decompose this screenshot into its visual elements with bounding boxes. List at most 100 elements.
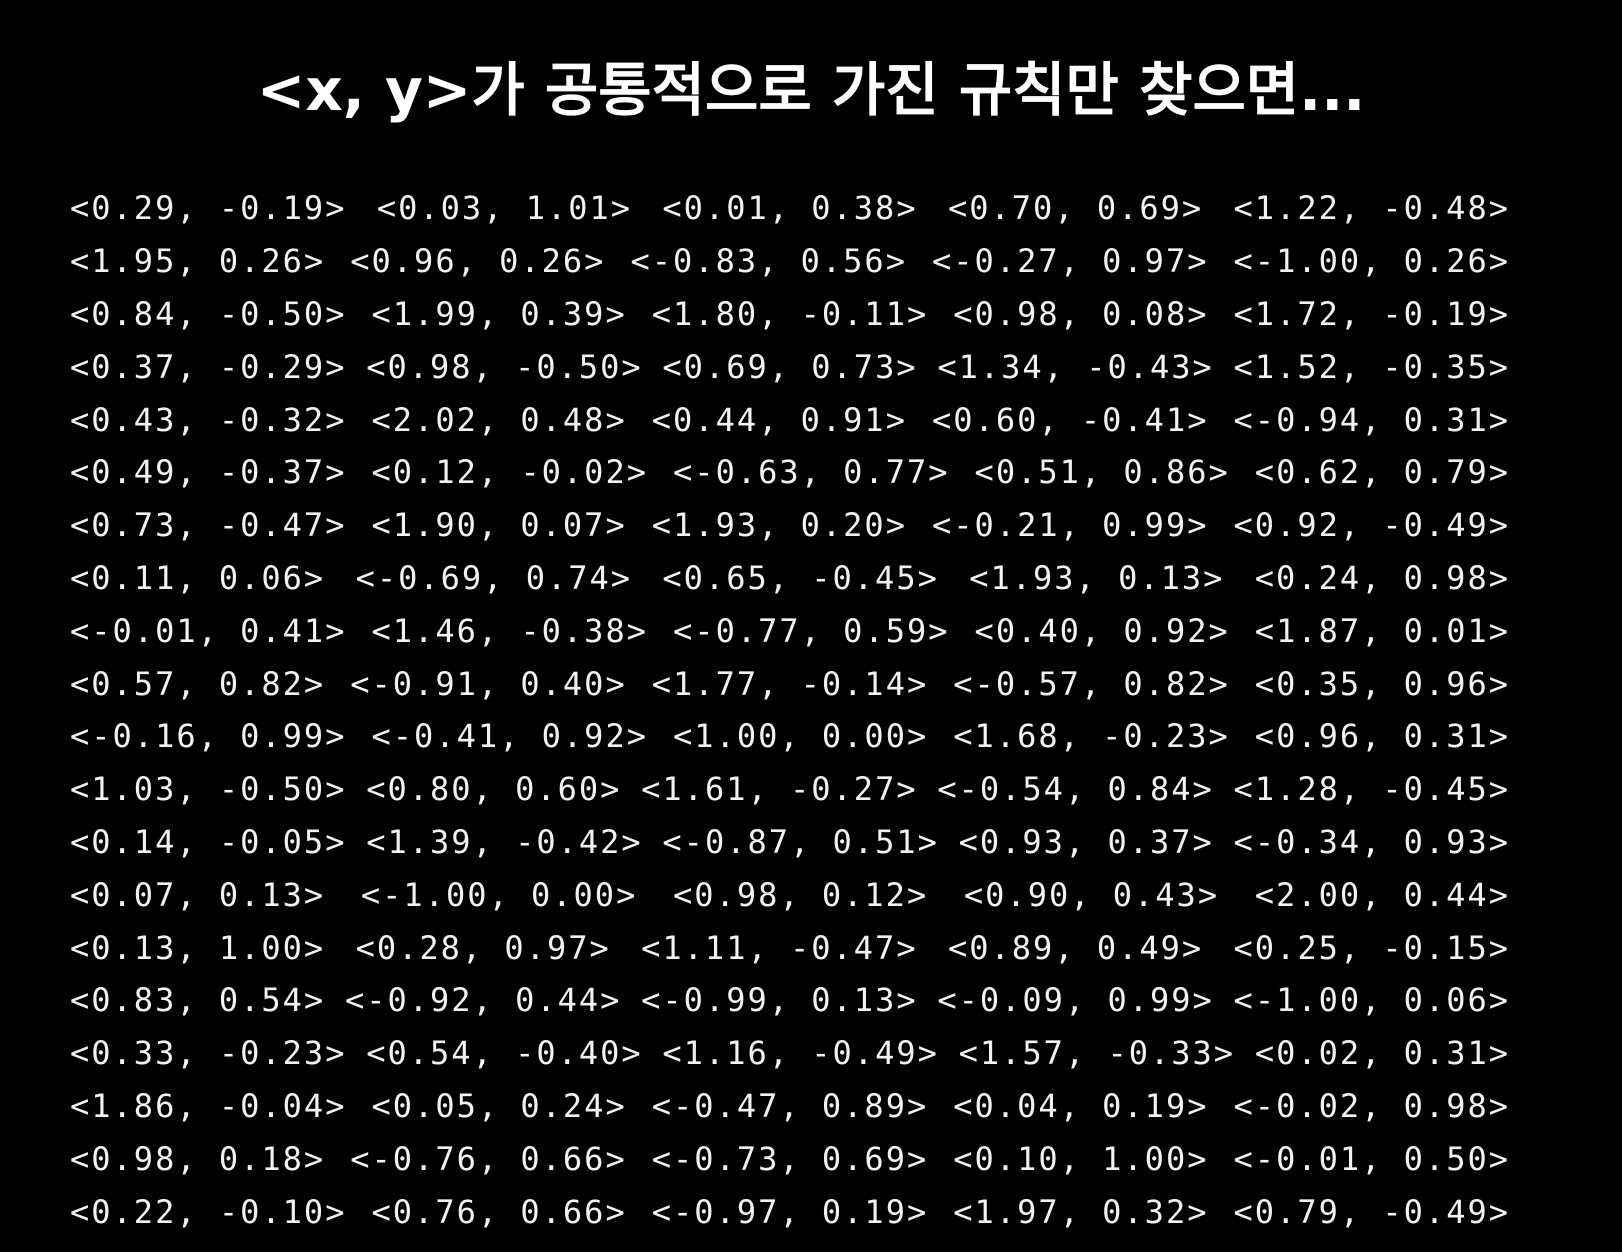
coordinate-pair: <1.28, -0.45>	[1233, 770, 1510, 809]
grid-row: <0.57, 0.82> <-0.91, 0.40> <1.77, -0.14> <-…	[70, 657, 1510, 710]
coordinate-pair: <-0.27, 0.97>	[932, 242, 1209, 281]
grid-row: <0.83, 0.54> <-0.92, 0.44> <-0.99, 0.13> <-…	[70, 974, 1510, 1027]
coordinate-pair: <-0.63, 0.77>	[673, 453, 950, 492]
coordinate-pair: <0.76, 0.66>	[371, 1192, 627, 1231]
coordinate-pair: <0.29, -0.19>	[70, 189, 347, 228]
coordinate-pair: <0.44, 0.91>	[651, 400, 907, 439]
coordinate-pair: <-0.94, 0.31>	[1233, 400, 1510, 439]
coordinate-pair: <0.13, 1.00>	[70, 928, 326, 967]
coordinate-pair: <1.00, 0.00>	[673, 717, 929, 756]
grid-row: <0.22, -0.10> <0.76, 0.66> <-0.97, 0.19> <1…	[70, 1185, 1510, 1238]
coordinate-pair: <0.51, 0.86>	[974, 453, 1230, 492]
coordinate-pair: <0.28, 0.97>	[355, 928, 611, 967]
coordinate-pair: <1.87, 0.01>	[1254, 611, 1510, 650]
coordinate-pair: <0.12, -0.02>	[371, 453, 648, 492]
coordinate-pair: <-0.01, 0.50>	[1233, 1139, 1510, 1178]
grid-row: <0.49, -0.37> <0.12, -0.02> <-0.63, 0.77> <…	[70, 446, 1510, 499]
coordinate-pair: <1.39, -0.42>	[366, 822, 643, 861]
coordinate-pair: <1.80, -0.11>	[651, 294, 929, 333]
coordinate-pair: <-0.87, 0.51>	[662, 822, 939, 861]
coordinate-pair: <1.72, -0.19>	[1233, 294, 1510, 333]
coordinate-pair: <1.97, 0.32>	[953, 1192, 1209, 1231]
coordinate-pair: <-0.69, 0.74>	[355, 558, 633, 597]
coordinate-pair: <0.93, 0.37>	[958, 822, 1214, 861]
coordinate-pair: <-0.99, 0.13>	[641, 981, 918, 1020]
coordinate-pair: <0.89, 0.49>	[947, 928, 1204, 967]
coordinate-pair: <0.54, -0.40>	[366, 1034, 643, 1073]
coordinate-pair: <0.98, -0.50>	[366, 347, 643, 386]
coordinate-pair: <0.11, 0.06>	[70, 558, 326, 597]
coordinate-pair: <1.22, -0.48>	[1233, 189, 1510, 228]
coordinate-grid: <0.29, -0.19> <0.03, 1.01> <0.01, 0.38> <0.…	[70, 182, 1510, 1238]
coordinate-pair: <1.52, -0.35>	[1233, 347, 1510, 386]
coordinate-pair: <0.60, -0.41>	[932, 400, 1209, 439]
coordinate-pair: <1.11, -0.47>	[641, 928, 918, 967]
coordinate-pair: <0.92, -0.49>	[1233, 506, 1510, 545]
coordinate-pair: <-0.21, 0.99>	[932, 506, 1209, 545]
coordinate-pair: <0.35, 0.96>	[1254, 664, 1510, 703]
grid-row: <0.11, 0.06> <-0.69, 0.74> <0.65, -0.45> <1…	[70, 552, 1510, 605]
coordinate-pair: <1.93, 0.20>	[651, 506, 907, 545]
coordinate-pair: <1.68, -0.23>	[953, 717, 1230, 756]
coordinate-pair: <-0.73, 0.69>	[651, 1139, 929, 1178]
coordinate-pair: <0.62, 0.79>	[1254, 453, 1510, 492]
coordinate-pair: <0.40, 0.92>	[974, 611, 1230, 650]
coordinate-pair: <1.77, -0.14>	[651, 664, 929, 703]
coordinate-pair: <-0.02, 0.98>	[1233, 1086, 1510, 1125]
coordinate-pair: <0.05, 0.24>	[371, 1086, 627, 1125]
coordinate-pair: <0.83, 0.54>	[70, 981, 326, 1020]
coordinate-pair: <-0.47, 0.89>	[651, 1086, 929, 1125]
coordinate-pair: <2.00, 0.44>	[1254, 875, 1510, 914]
coordinate-pair: <-0.09, 0.99>	[937, 981, 1214, 1020]
grid-row: <-0.01, 0.41> <1.46, -0.38> <-0.77, 0.59> <…	[70, 604, 1510, 657]
grid-row: <0.07, 0.13> <-1.00, 0.00> <0.98, 0.12> <0.…	[70, 868, 1510, 921]
coordinate-pair: <0.14, -0.05>	[70, 822, 347, 861]
coordinate-pair: <1.61, -0.27>	[641, 770, 918, 809]
coordinate-pair: <-0.92, 0.44>	[344, 981, 622, 1020]
coordinate-pair: <1.86, -0.04>	[70, 1086, 347, 1125]
coordinate-pair: <1.34, -0.43>	[937, 347, 1214, 386]
coordinate-pair: <-0.97, 0.19>	[651, 1192, 929, 1231]
grid-row: <0.43, -0.32> <2.02, 0.48> <0.44, 0.91> <0.…	[70, 393, 1510, 446]
coordinate-pair: <0.37, -0.29>	[70, 347, 347, 386]
coordinate-pair: <1.95, 0.26>	[70, 242, 326, 281]
slide-title: <x, y>가 공통적으로 가진 규칙만 찾으면...	[256, 56, 1366, 124]
coordinate-pair: <-0.57, 0.82>	[953, 664, 1230, 703]
coordinate-pair: <0.03, 1.01>	[376, 189, 633, 228]
grid-row: <0.29, -0.19> <0.03, 1.01> <0.01, 0.38> <0.…	[70, 182, 1510, 235]
coordinate-pair: <-1.00, 0.00>	[360, 875, 638, 914]
grid-row: <0.84, -0.50> <1.99, 0.39> <1.80, -0.11> <0…	[70, 288, 1510, 341]
coordinate-pair: <0.57, 0.82>	[70, 664, 326, 703]
coordinate-pair: <0.07, 0.13>	[70, 875, 326, 914]
coordinate-pair: <-1.00, 0.26>	[1233, 242, 1510, 281]
grid-row: <-0.16, 0.99> <-0.41, 0.92> <1.00, 0.00> <1…	[70, 710, 1510, 763]
grid-row: <0.13, 1.00> <0.28, 0.97> <1.11, -0.47> <0.…	[70, 921, 1510, 974]
coordinate-pair: <-0.41, 0.92>	[371, 717, 648, 756]
coordinate-pair: <0.65, -0.45>	[662, 558, 939, 597]
coordinate-pair: <0.43, -0.32>	[70, 400, 347, 439]
coordinate-pair: <0.79, -0.49>	[1233, 1192, 1510, 1231]
coordinate-pair: <1.16, -0.49>	[662, 1034, 939, 1073]
grid-row: <1.03, -0.50> <0.80, 0.60> <1.61, -0.27> <-…	[70, 763, 1510, 816]
coordinate-pair: <-0.76, 0.66>	[350, 1139, 627, 1178]
grid-row: <0.14, -0.05> <1.39, -0.42> <-0.87, 0.51> <…	[70, 816, 1510, 869]
coordinate-pair: <0.04, 0.19>	[953, 1086, 1209, 1125]
coordinate-pair: <0.33, -0.23>	[70, 1034, 347, 1073]
coordinate-pair: <0.70, 0.69>	[947, 189, 1204, 228]
coordinate-pair: <0.10, 1.00>	[953, 1139, 1209, 1178]
coordinate-pair: <1.46, -0.38>	[371, 611, 648, 650]
coordinate-pair: <-0.34, 0.93>	[1233, 822, 1510, 861]
coordinate-pair: <1.03, -0.50>	[70, 770, 347, 809]
coordinate-pair: <0.22, -0.10>	[70, 1192, 347, 1231]
coordinate-pair: <0.98, 0.12>	[673, 875, 929, 914]
coordinate-pair: <-0.77, 0.59>	[673, 611, 950, 650]
coordinate-pair: <-0.16, 0.99>	[70, 717, 347, 756]
coordinate-pair: <1.99, 0.39>	[371, 294, 627, 333]
coordinate-pair: <0.02, 0.31>	[1254, 1034, 1510, 1073]
coordinate-pair: <0.84, -0.50>	[70, 294, 347, 333]
coordinate-pair: <0.96, 0.26>	[350, 242, 606, 281]
coordinate-pair: <0.01, 0.38>	[662, 189, 918, 228]
grid-row: <0.98, 0.18> <-0.76, 0.66> <-0.73, 0.69> <0…	[70, 1132, 1510, 1185]
coordinate-pair: <0.69, 0.73>	[662, 347, 918, 386]
coordinate-pair: <0.96, 0.31>	[1254, 717, 1510, 756]
